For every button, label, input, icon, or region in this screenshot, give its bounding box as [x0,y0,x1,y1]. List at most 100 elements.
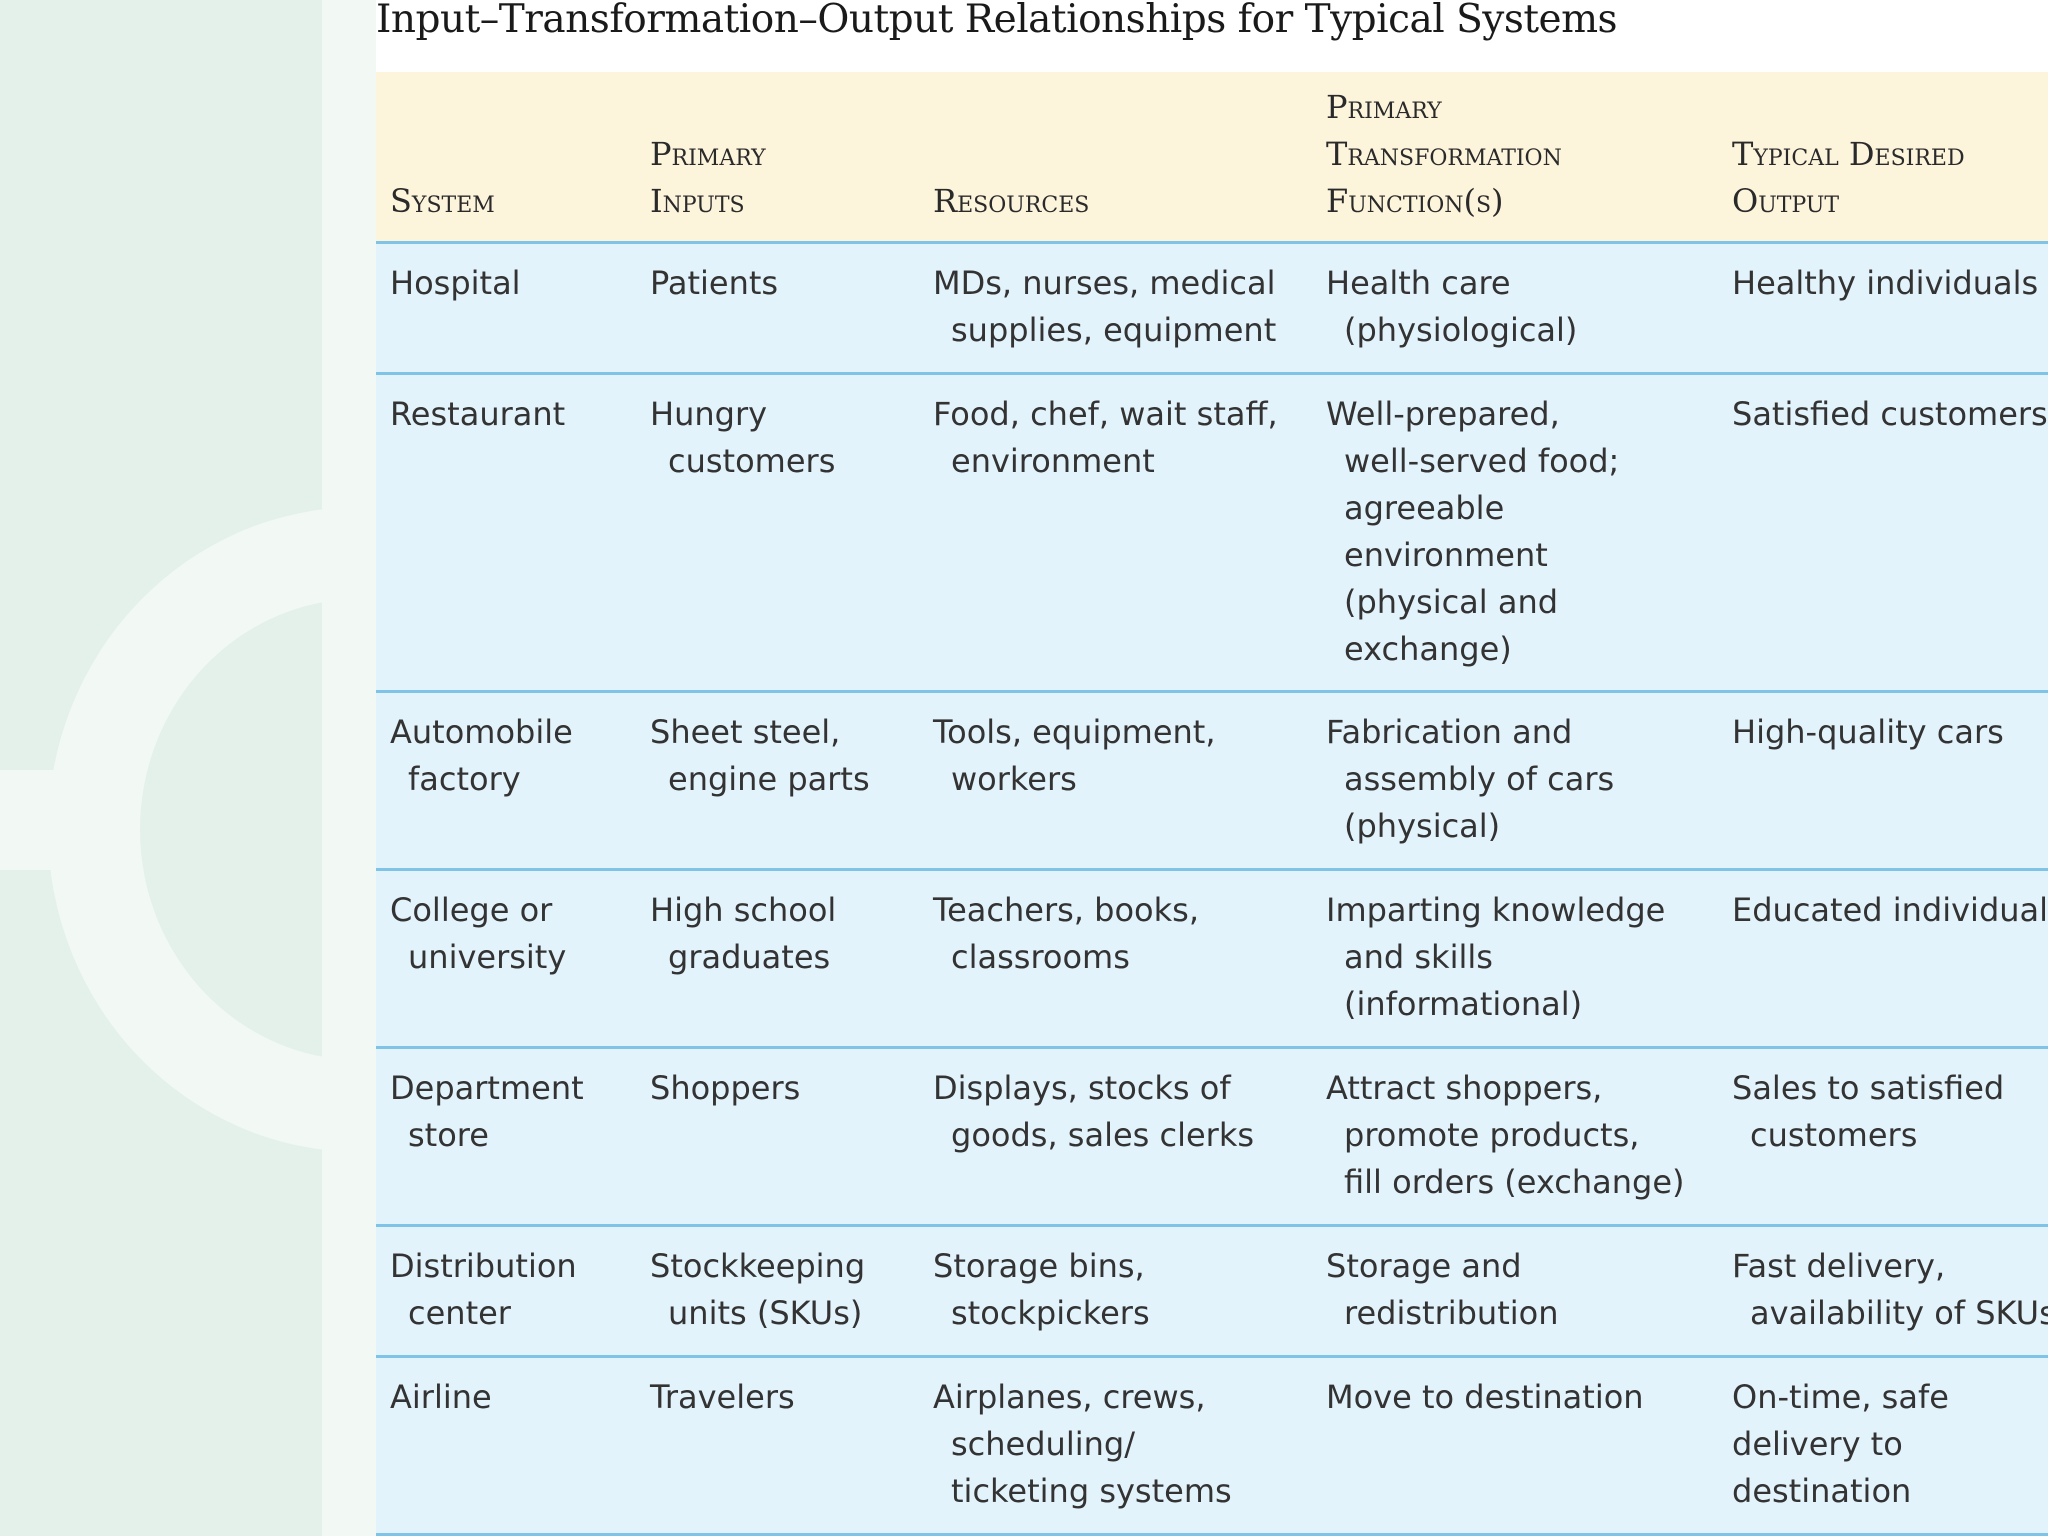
cell-line: Health care [1326,263,1511,302]
table-row: Automobile factory Sheet steel, engine p… [376,691,2048,869]
systems-table: System Primary Inputs Resources Primary … [376,72,2048,1536]
cell-resources: Storage bins, stockpickers [919,1225,1312,1356]
cell-line: Patients [650,263,779,302]
cell-line: Educated individuals [1732,890,2048,929]
cell-inputs: High school graduates [636,869,919,1047]
cell-line: units (SKUs) [668,1293,863,1332]
cell-line: Sheet steel, [650,712,841,751]
cell-line: Restaurant [390,394,566,433]
cell-line: Food, chef, wait staff, [933,394,1278,433]
cell-line: supplies, equipment [951,310,1277,349]
cell-resources: Displays, stocks of goods, sales clerks [919,1047,1312,1225]
cell-line: Attract shoppers, [1326,1068,1603,1107]
cell-line: center [408,1293,511,1332]
table-row: Hospital Patients MDs, nurses, medical s… [376,242,2048,373]
decorative-bar [0,770,120,870]
header-line: Primary [650,134,766,173]
decorative-side-panel [0,0,376,1536]
cell-inputs: Sheet steel, engine parts [636,691,919,869]
cell-system: Airline [376,1356,636,1534]
cell-transformation: Move to destination [1312,1356,1718,1534]
cell-transformation: Well-prepared, well-served food; agreeab… [1312,373,1718,691]
cell-inputs: Stockkeeping units (SKUs) [636,1225,919,1356]
cell-line: well-served food; [1344,441,1620,480]
header-line: Primary [1326,87,1442,126]
cell-line: High school [650,890,837,929]
table-row: Restaurant Hungry customers Food, chef, … [376,373,2048,691]
cell-line: Tools, equipment, [933,712,1216,751]
table-row: Airline Travelers Airplanes, crews, sche… [376,1356,2048,1534]
cell-inputs: Shoppers [636,1047,919,1225]
cell-line: assembly of cars [1344,759,1615,798]
table-row: Distribution center Stockkeeping units (… [376,1225,2048,1356]
cell-resources: Food, chef, wait staff, environment [919,373,1312,691]
cell-resources: Tools, equipment, workers [919,691,1312,869]
cell-line: Shoppers [650,1068,801,1107]
header-line: Inputs [650,181,745,220]
cell-line: Well-prepared, [1326,394,1560,433]
cell-line: Department [390,1068,584,1107]
cell-line: fill orders (exchange) [1344,1162,1685,1201]
header-transformation: Primary Transformation Function(s) [1312,72,1718,242]
cell-line: Airline [390,1377,492,1416]
header-desired-output: Typical Desired Output [1718,72,2048,242]
cell-line: Hungry [650,394,768,433]
cell-line: graduates [668,937,831,976]
cell-output: Sales to satisfied customers [1718,1047,2048,1225]
cell-line: Teachers, books, [933,890,1199,929]
cell-line: environment [951,441,1155,480]
cell-transformation: Attract shoppers, promote products, fill… [1312,1047,1718,1225]
cell-line: Stockkeeping [650,1246,866,1285]
cell-line: High-quality cars [1732,712,2004,751]
header-line: Function(s) [1326,181,1504,220]
table-row: Department store Shoppers Displays, stoc… [376,1047,2048,1225]
cell-system: Hospital [376,242,636,373]
cell-resources: Airplanes, crews, scheduling/ ticketing … [919,1356,1312,1534]
cell-system: Restaurant [376,373,636,691]
header-primary-inputs: Primary Inputs [636,72,919,242]
cell-line: customers [1750,1115,1918,1154]
cell-line: Sales to satisfied [1732,1068,2005,1107]
cell-output: Fast delivery, availability of SKUs [1718,1225,2048,1356]
cell-line: stockpickers [951,1293,1150,1332]
cell-line: Healthy individuals [1732,263,2039,302]
cell-line: university [408,937,567,976]
cell-line: classrooms [951,937,1130,976]
cell-inputs: Patients [636,242,919,373]
table-header-row: System Primary Inputs Resources Primary … [376,72,2048,242]
cell-output: On-time, safe delivery to destination [1718,1356,2048,1534]
cell-line: (physiological) [1344,310,1578,349]
cell-output: Satisfied customers [1718,373,2048,691]
cell-line: destination [1732,1471,1912,1510]
table-row: College or university High school gradua… [376,869,2048,1047]
cell-line: ticketing systems [951,1471,1232,1510]
cell-line: Satisfied customers [1732,394,2048,433]
cell-output: High-quality cars [1718,691,2048,869]
table-title: Input–Transformation–Output Relationship… [376,0,1618,42]
cell-line: and skills [1344,937,1493,976]
cell-line: Fast delivery, [1732,1246,1946,1285]
cell-line: On-time, safe [1732,1377,1949,1416]
cell-line: agreeable [1344,488,1505,527]
header-system: System [376,72,636,242]
header-line: Output [1732,181,1840,220]
cell-line: promote products, [1344,1115,1640,1154]
cell-line: Hospital [390,263,521,302]
cell-line: redistribution [1344,1293,1559,1332]
header-line: Transformation [1326,134,1562,173]
cell-line: goods, sales clerks [951,1115,1255,1154]
cell-transformation: Imparting knowledge and skills (informat… [1312,869,1718,1047]
cell-line: delivery to [1732,1424,1903,1463]
cell-line: workers [951,759,1077,798]
cell-line: Airplanes, crews, [933,1377,1206,1416]
cell-inputs: Hungry customers [636,373,919,691]
cell-line: MDs, nurses, medical [933,263,1276,302]
cell-system: Department store [376,1047,636,1225]
cell-line: Storage and [1326,1246,1522,1285]
cell-inputs: Travelers [636,1356,919,1534]
cell-transformation: Storage and redistribution [1312,1225,1718,1356]
cell-line: Displays, stocks of [933,1068,1231,1107]
header-line: Resources [933,181,1090,220]
cell-line: exchange) [1344,629,1512,668]
cell-transformation: Fabrication and assembly of cars (physic… [1312,691,1718,869]
